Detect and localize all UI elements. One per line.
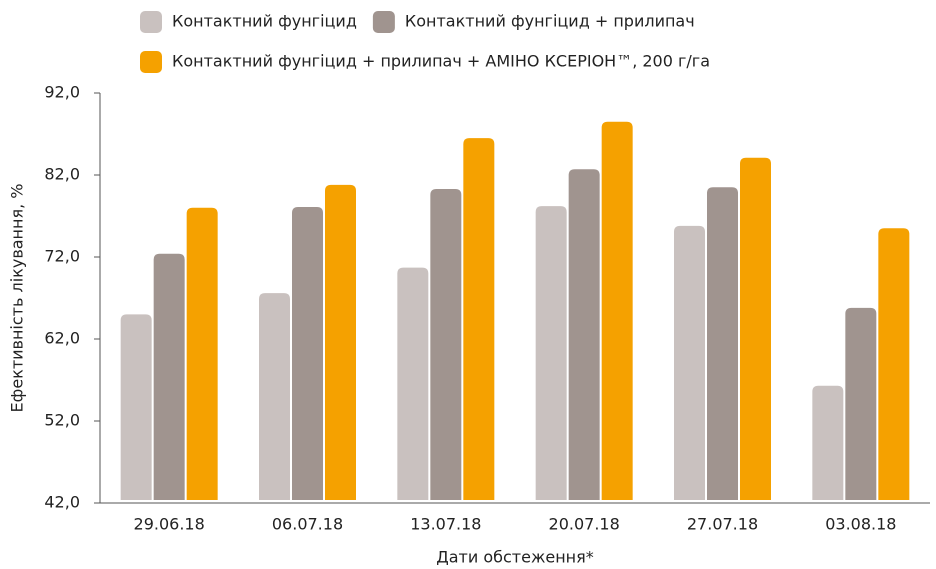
bar	[292, 206, 323, 501]
bar	[740, 157, 771, 500]
bar	[397, 267, 429, 500]
x-tick-label: 20.07.18	[549, 515, 620, 534]
bar	[325, 184, 356, 500]
bar	[674, 225, 705, 500]
legend-marker	[372, 11, 395, 33]
x-tick-label: 13.07.18	[410, 515, 481, 534]
legend-marker	[140, 51, 162, 73]
bar	[878, 228, 910, 501]
x-tick-label: 29.06.18	[134, 515, 205, 534]
legend-label: Контактний фунгіцид + прилипач + АМІНО К…	[172, 52, 710, 71]
x-axis-label: Дати обстеження*	[436, 548, 594, 567]
y-tick-label: 72,0	[44, 247, 80, 266]
bar	[812, 385, 844, 500]
x-tick-label: 27.07.18	[687, 515, 758, 534]
bar	[186, 207, 218, 501]
x-tick-label: 06.07.18	[272, 515, 343, 534]
y-tick-label: 42,0	[44, 493, 80, 512]
legend-label: Контактний фунгіцид + прилипач	[405, 12, 695, 31]
x-tick-label: 03.08.18	[825, 515, 896, 534]
y-tick-label: 82,0	[44, 165, 80, 184]
legend-marker	[140, 11, 162, 33]
y-tick-label: 62,0	[44, 329, 80, 348]
bar	[153, 253, 185, 500]
y-axis-label: Ефективність лікування, %	[8, 184, 27, 413]
bar	[707, 187, 738, 501]
bar	[845, 307, 877, 500]
bar	[430, 188, 462, 500]
legend-label: Контактний фунгіцид	[172, 12, 357, 31]
y-tick-label: 92,0	[44, 83, 80, 102]
bar	[120, 314, 152, 500]
bar	[463, 138, 495, 500]
bar	[601, 121, 633, 500]
y-tick-label: 52,0	[44, 411, 80, 430]
bar	[535, 206, 567, 500]
bar	[568, 169, 600, 500]
bar	[259, 293, 290, 500]
